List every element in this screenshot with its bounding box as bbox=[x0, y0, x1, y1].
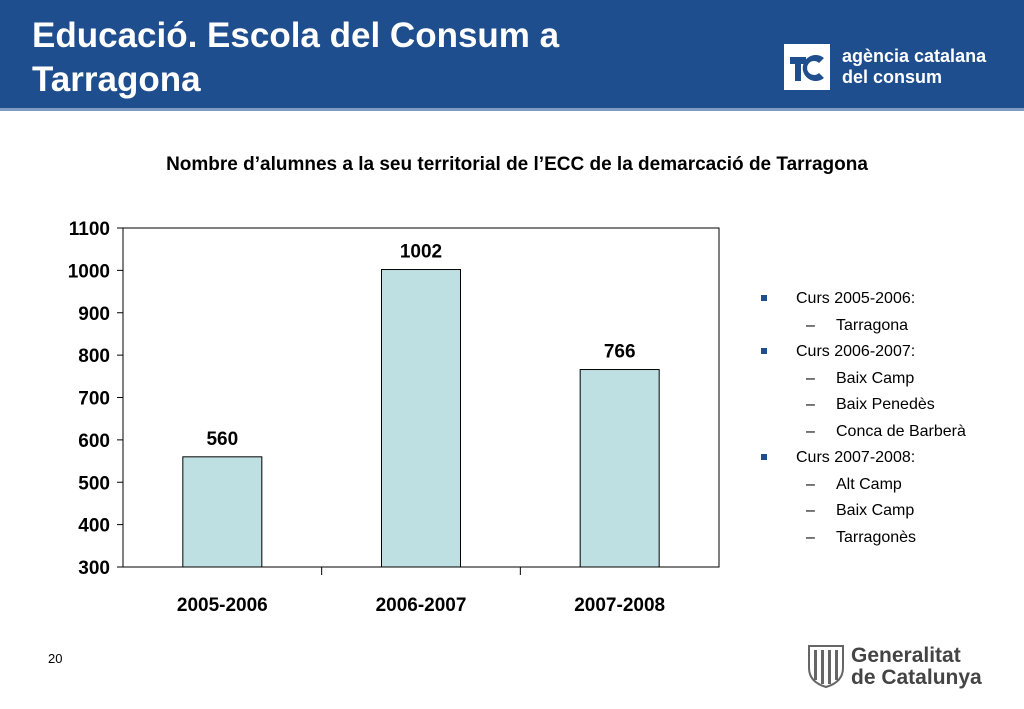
y-tick-label: 800 bbox=[78, 346, 110, 367]
y-tick-label: 600 bbox=[78, 431, 110, 452]
header-divider bbox=[0, 108, 1024, 111]
data-label: 766 bbox=[604, 342, 636, 363]
y-tick-label: 500 bbox=[78, 473, 110, 494]
y-tick-label: 400 bbox=[78, 516, 110, 537]
logo-text-line1: agència catalana bbox=[842, 46, 987, 66]
slide-title: Educació. Escola del Consum a Tarragona bbox=[32, 14, 672, 102]
page-number: 20 bbox=[48, 651, 63, 666]
logo-text-line2: del consum bbox=[842, 67, 943, 87]
generalitat-text-line2: de Catalunya bbox=[851, 666, 982, 689]
bar bbox=[381, 269, 461, 568]
acc-logo-icon bbox=[784, 44, 830, 90]
legend-area: Conca de Barberà bbox=[760, 419, 966, 446]
legend-course: Curs 2007-2008: bbox=[760, 445, 966, 472]
legend-area: Baix Penedès bbox=[760, 392, 966, 419]
x-tick-label: 2006-2007 bbox=[376, 595, 467, 616]
x-tick-label: 2005-2006 bbox=[177, 595, 268, 616]
slide-title-line2: Tarragona bbox=[32, 60, 201, 99]
generalitat-text: Generalitat de Catalunya bbox=[851, 645, 982, 689]
y-tick-label: 1100 bbox=[69, 219, 110, 240]
data-label: 560 bbox=[206, 429, 238, 450]
legend-area: Baix Camp bbox=[760, 366, 966, 393]
chart-title: Nombre d’alumnes a la seu territorial de… bbox=[166, 154, 868, 175]
bar bbox=[579, 369, 660, 568]
header-bar: Educació. Escola del Consum a Tarragona … bbox=[0, 0, 1024, 108]
y-tick-label: 300 bbox=[78, 558, 110, 579]
generalitat-text-line1: Generalitat bbox=[851, 644, 961, 667]
bar bbox=[182, 456, 263, 568]
y-tick-label: 900 bbox=[78, 304, 110, 325]
data-label: 1002 bbox=[400, 242, 442, 263]
legend-course: Curs 2005-2006: bbox=[760, 286, 966, 313]
generalitat-logo-icon bbox=[808, 645, 844, 688]
slide-title-line1: Educació. Escola del Consum a bbox=[32, 16, 560, 55]
y-tick-label: 700 bbox=[78, 389, 110, 410]
legend-area: Alt Camp bbox=[760, 472, 966, 499]
logo-text: agència catalana del consum bbox=[842, 46, 986, 88]
y-tick-label: 1000 bbox=[68, 261, 110, 282]
bar-chart: 300 400 500 600 700 800 900 1000 1100 560 2005-200… bbox=[68, 219, 720, 616]
agencia-catalana-logo: agència catalana del consum bbox=[776, 40, 1000, 102]
x-tick-label: 2007-2008 bbox=[574, 595, 665, 616]
legend-area: Tarragonès bbox=[760, 525, 966, 552]
legend-area: Baix Camp bbox=[760, 498, 966, 525]
legend-area: Tarragona bbox=[760, 313, 966, 340]
legend-course: Curs 2006-2007: bbox=[760, 339, 966, 366]
